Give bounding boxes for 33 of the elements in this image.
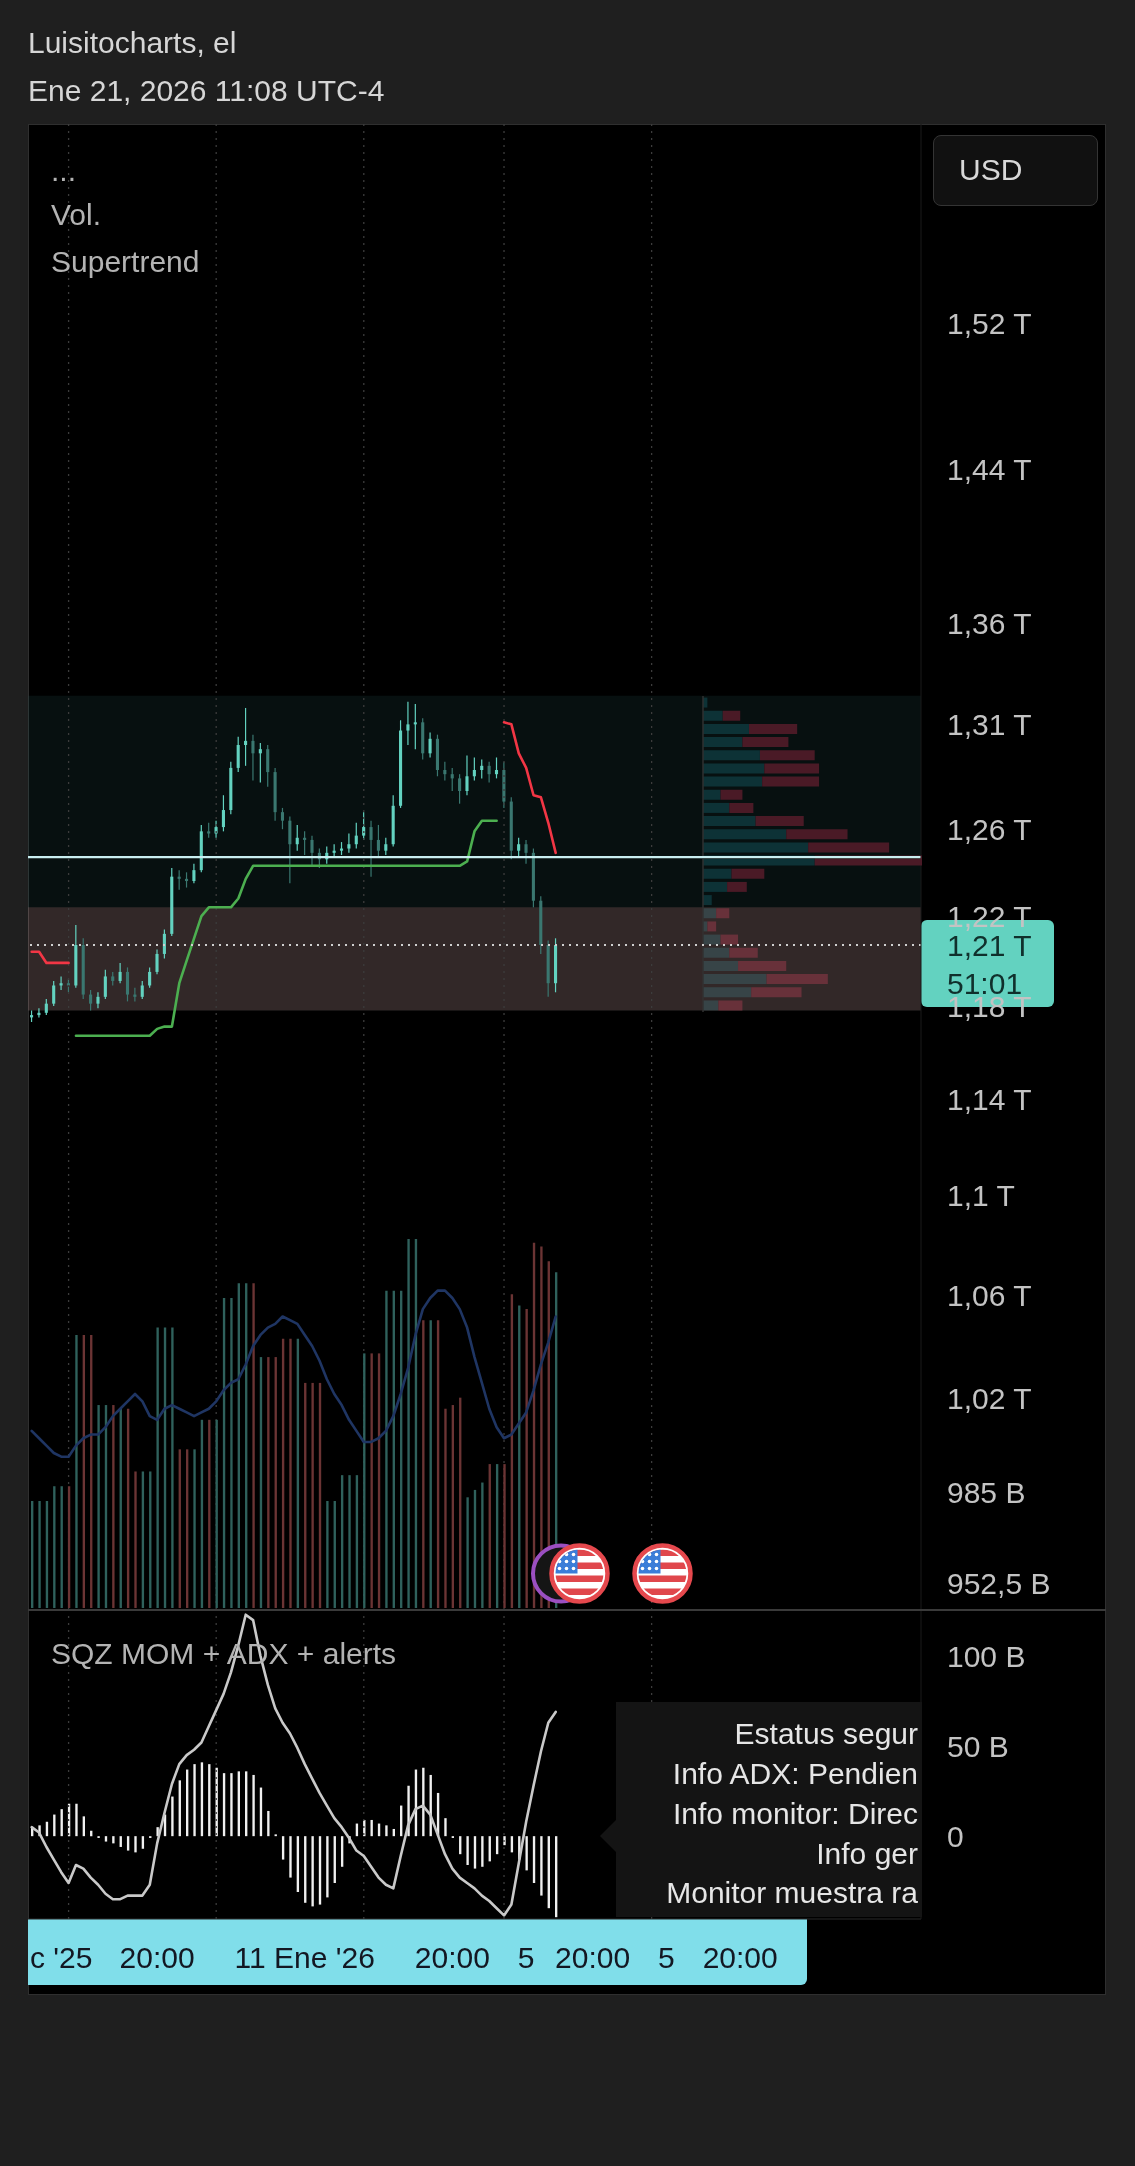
x-tick-label: 5 bbox=[517, 1941, 535, 1975]
text: USD bbox=[959, 152, 1023, 188]
y-tick-label: 1,31 T bbox=[947, 708, 1032, 742]
annotation: Estatus segur bbox=[733, 1716, 918, 1752]
y-tick-label: 100 B bbox=[947, 1639, 1026, 1673]
x-tick-label: 20:00 bbox=[555, 1941, 631, 1975]
x-tick-label: 5 bbox=[658, 1941, 675, 1975]
y-tick-label: 0 bbox=[947, 1819, 964, 1853]
y-tick-label: 1,44 T bbox=[947, 453, 1032, 487]
y-tick-label: 1,26 T bbox=[947, 812, 1032, 846]
annotation: ... bbox=[51, 153, 77, 189]
annotation: Info ger bbox=[815, 1836, 918, 1872]
chart-subtitle: Ene 21, 2026 11:08 UTC-4 bbox=[28, 73, 385, 109]
annotation: Supertrend bbox=[51, 244, 200, 280]
y-tick-label: 1,06 T bbox=[947, 1278, 1032, 1312]
y-tick-label: 1,14 T bbox=[947, 1082, 1032, 1116]
y-tick-label: 1,02 T bbox=[947, 1382, 1032, 1416]
x-tick-label: 20:00 bbox=[414, 1941, 490, 1975]
annotation: Info ADX: Pendien bbox=[671, 1756, 918, 1792]
y-tick-label: 985 B bbox=[947, 1476, 1026, 1510]
y-tick-label: 1,36 T bbox=[947, 607, 1032, 641]
annotation: Info monitor: Direc bbox=[671, 1796, 918, 1832]
x-tick-label: c '25 bbox=[29, 1941, 93, 1975]
x-tick-label: 11 Ene '26 bbox=[234, 1941, 375, 1975]
y-tick-label: 50 B bbox=[947, 1729, 1009, 1763]
chart-title: Luisitocharts, el bbox=[28, 25, 237, 61]
annotation: Vol. bbox=[51, 197, 102, 233]
x-tick-label: 20:00 bbox=[119, 1941, 195, 1975]
y-tick-label: 1,1 T bbox=[947, 1178, 1015, 1212]
annotation: Monitor muestra ra bbox=[665, 1875, 918, 1911]
x-tick-label: 20:00 bbox=[702, 1941, 778, 1975]
y-tick-label: 952,5 B bbox=[947, 1566, 1051, 1600]
y-tick-label: 1,52 T bbox=[947, 307, 1032, 341]
